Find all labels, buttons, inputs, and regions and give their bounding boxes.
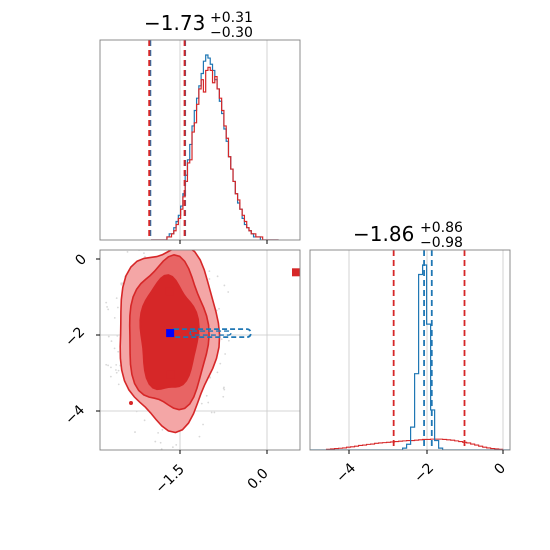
contour-scatter-point [222, 395, 225, 398]
contour-scatter-point [218, 307, 220, 310]
contour-scatter-point [105, 363, 108, 366]
contour-panel: 0 −2 −4 −1.5 0.0 [62, 229, 301, 497]
contour-scatter-point [207, 401, 210, 404]
hist2-title: −1.86 [353, 222, 414, 246]
hist2-xtick-label-1: −4 [333, 460, 359, 486]
contour-scatter-point [109, 375, 112, 378]
contour-scatter-point [224, 353, 227, 355]
contour-scatter-point [135, 410, 138, 413]
contour-marker-a-0 [165, 287, 174, 296]
contour-scatter-point [171, 229, 173, 231]
contour-scatter-point [110, 340, 113, 343]
contour-scatter-point [202, 423, 204, 426]
contour-scatter-point [117, 369, 120, 372]
contour-series-b-inner [189, 330, 232, 336]
contour-ytick-label-0: 0 [72, 251, 90, 269]
contour-marker-b-0 [166, 329, 175, 338]
contour-scatter-point [113, 347, 116, 350]
contour-scatter-point [216, 371, 219, 374]
contour-outlier-point [129, 401, 133, 405]
contour-scatter-point [219, 362, 222, 365]
contour-scatter-point [120, 282, 123, 285]
contour-scatter-point [198, 435, 201, 438]
contour-scatter-point [134, 431, 136, 433]
contour-scatter-point [171, 446, 174, 449]
contour-scatter-point [115, 297, 118, 300]
contour-scatter-point [152, 232, 154, 234]
hist1-series-a-line [151, 66, 279, 240]
hist2-title-lower: −0.98 [420, 235, 463, 251]
hist1-title-upper: +0.31 [210, 10, 253, 26]
hist2-xtick-label-3: 0 [491, 460, 509, 478]
contour-scatter-point [159, 441, 162, 444]
contour-scatter-point [223, 386, 225, 389]
contour-scatter-point [143, 419, 146, 422]
contour-scatter-point [220, 338, 223, 341]
contour-scatter-point [161, 428, 164, 431]
hist1-title: −1.73 [144, 11, 205, 35]
contour-scatter-point [200, 402, 203, 405]
contour-scatter-point [143, 252, 145, 255]
contour-scatter-point [210, 411, 213, 414]
hist1-title-lower: −0.30 [210, 25, 253, 41]
contour-scatter-point [209, 376, 211, 379]
contour-frame [99, 249, 301, 451]
contour-scatter-point [227, 339, 230, 342]
contour-scatter-point [115, 369, 117, 371]
contour-scatter-point [208, 270, 211, 273]
hist1-frame [99, 39, 301, 241]
contour-scatter-point [106, 306, 108, 308]
contour-scatter-point [113, 316, 116, 319]
contour-scatter-point [117, 350, 120, 353]
contour-scatter-point [157, 431, 160, 434]
contour-scatter-point [115, 371, 118, 374]
contour-scatter-point [167, 230, 169, 232]
contour-scatter-point [144, 255, 146, 258]
hist2-series-a-line [310, 438, 510, 450]
contour-ytick-label-1: −2 [62, 324, 88, 350]
contour-marker-a-2 [166, 370, 175, 379]
hist2-xtick-label-2: −2 [411, 460, 437, 486]
contour-scatter-point [107, 308, 110, 311]
histogram-param-1: −1.73 +0.31 −0.30 [99, 10, 301, 244]
hist2-title-upper: +0.86 [420, 220, 463, 236]
contour-scatter-point [216, 275, 219, 278]
contour-scatter-point [223, 284, 226, 287]
hist2-frame [309, 249, 511, 451]
contour-xtick-label-1: −1.5 [152, 461, 187, 496]
contour-scatter-point [144, 235, 146, 237]
histogram-param-2: −4 −2 0 −1.86 +0.86 −0.98 [309, 220, 511, 486]
contour-scatter-point [155, 232, 157, 234]
contour-scatter-point [107, 335, 110, 338]
contour-scatter-point [213, 411, 216, 414]
contour-scatter-point [105, 301, 108, 304]
contour-scatter-point [121, 282, 124, 285]
contour-scatter-point [107, 364, 109, 367]
contour-scatter-point [227, 291, 230, 293]
contour-scatter-point [115, 363, 118, 366]
contour-xtick-label-2: 0.0 [245, 466, 272, 493]
contour-ytick-label-2: −4 [62, 402, 88, 428]
contour-scatter-point [205, 394, 208, 397]
hist2-series-b-line [310, 264, 510, 450]
contour-scatter-point [126, 250, 129, 253]
contour-scatter-point [208, 278, 211, 280]
contour-scatter-point [117, 383, 120, 386]
contour-scatter-point [116, 334, 119, 337]
contour-scatter-point [116, 306, 119, 309]
contour-scatter-point [208, 245, 210, 247]
contour-marker-a-3 [292, 268, 300, 277]
contour-scatter-point [110, 366, 112, 369]
contour-scatter-point [154, 440, 157, 443]
contour-scatter-point [165, 246, 167, 248]
contour-scatter-point [175, 443, 178, 446]
contour-scatter-point [223, 388, 226, 391]
contour-scatter-point [120, 283, 123, 286]
